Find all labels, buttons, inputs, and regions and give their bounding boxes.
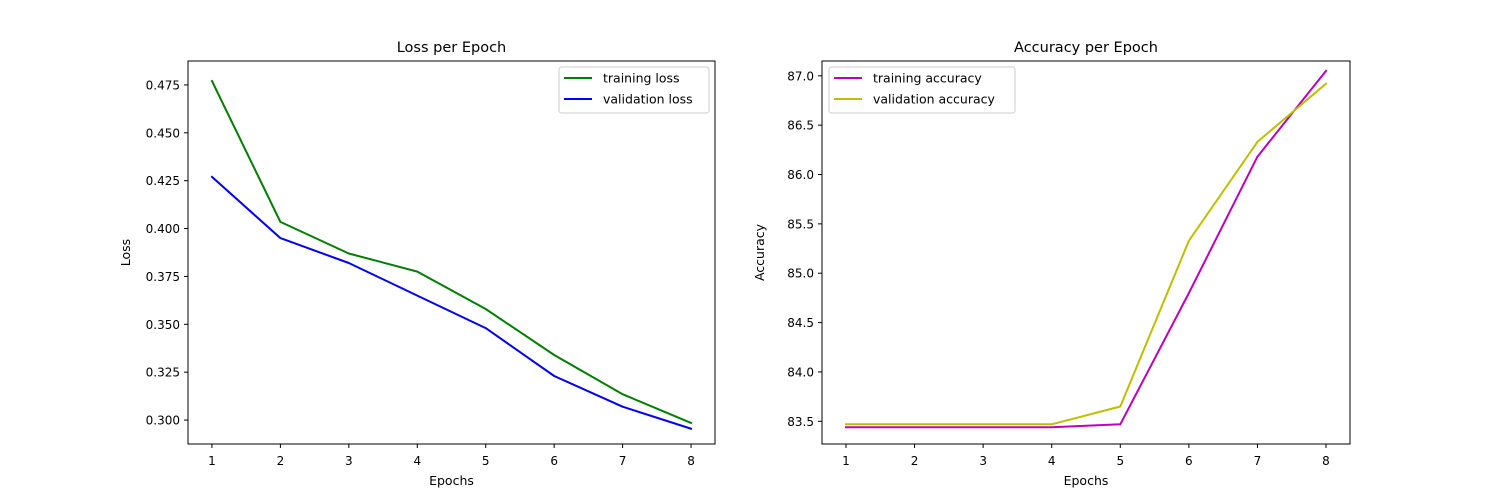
x-tick-label: 3 (345, 454, 353, 468)
series-line-training-accuracy (845, 69, 1328, 429)
x-tick-label: 2 (911, 454, 919, 468)
legend-label: training accuracy (873, 71, 982, 86)
y-tick-label: 87.0 (787, 69, 814, 83)
y-tick-label: 0.400 (146, 222, 180, 236)
x-tick-label: 4 (1048, 454, 1056, 468)
y-tick-label: 86.5 (787, 119, 814, 133)
y-tick-label: 85.0 (787, 267, 814, 281)
x-axis-label: Epochs (1064, 473, 1109, 488)
x-tick-label: 5 (482, 454, 490, 468)
y-tick-label: 0.350 (146, 318, 180, 332)
y-axis-label: Loss (118, 239, 133, 266)
y-tick-label: 0.425 (146, 174, 180, 188)
legend: training loss validation loss (558, 66, 710, 114)
plot-area-frame (821, 60, 1351, 445)
x-tick-label: 8 (1322, 454, 1330, 468)
y-tick-label: 85.5 (787, 217, 814, 231)
legend-label: validation accuracy (873, 92, 996, 107)
y-tick-label: 83.5 (787, 415, 814, 429)
chart-title: Accuracy per Epoch (1014, 40, 1158, 56)
y-tick-label: 86.0 (787, 168, 814, 182)
series-line-validation-loss (210, 175, 693, 430)
x-tick-label: 6 (1185, 454, 1193, 468)
chart-title: Loss per Epoch (397, 40, 507, 56)
plot-area-frame (187, 60, 716, 445)
x-tick-label: 2 (277, 454, 285, 468)
y-tick-label: 0.450 (146, 126, 180, 140)
x-axis-label: Epochs (429, 473, 474, 488)
series-line-training-loss (210, 79, 693, 425)
x-tick-label: 7 (619, 454, 627, 468)
y-tick-label: 0.475 (146, 78, 180, 92)
x-tick-label: 5 (1116, 454, 1124, 468)
legend: training accuracy validation accuracy (828, 66, 1016, 114)
x-tick-label: 1 (842, 454, 850, 468)
legend-label: training loss (603, 71, 680, 86)
loss-chart: Loss per Epoch 1 2 3 4 5 6 7 8 0.300 0.325 0.350 0.3… (118, 40, 716, 488)
x-tick-label: 6 (550, 454, 558, 468)
y-tick-label: 0.375 (146, 270, 180, 284)
y-tick-label: 84.0 (787, 365, 814, 379)
y-tick-label: 0.325 (146, 366, 180, 380)
x-tick-label: 7 (1254, 454, 1262, 468)
y-tick-label: 0.300 (146, 414, 180, 428)
y-tick-label: 84.5 (787, 316, 814, 330)
x-tick-label: 3 (979, 454, 987, 468)
y-axis-label: Accuracy (752, 223, 767, 281)
legend-frame (828, 66, 1016, 114)
accuracy-chart: Accuracy per Epoch 1 2 3 4 5 6 7 8 83.5 84.0 84.5 85… (752, 40, 1351, 488)
legend-frame (558, 66, 710, 114)
x-tick-label: 1 (208, 454, 216, 468)
x-tick-label: 8 (687, 454, 695, 468)
series-line-validation-accuracy (845, 82, 1328, 426)
legend-label: validation loss (603, 92, 693, 107)
x-tick-label: 4 (413, 454, 421, 468)
